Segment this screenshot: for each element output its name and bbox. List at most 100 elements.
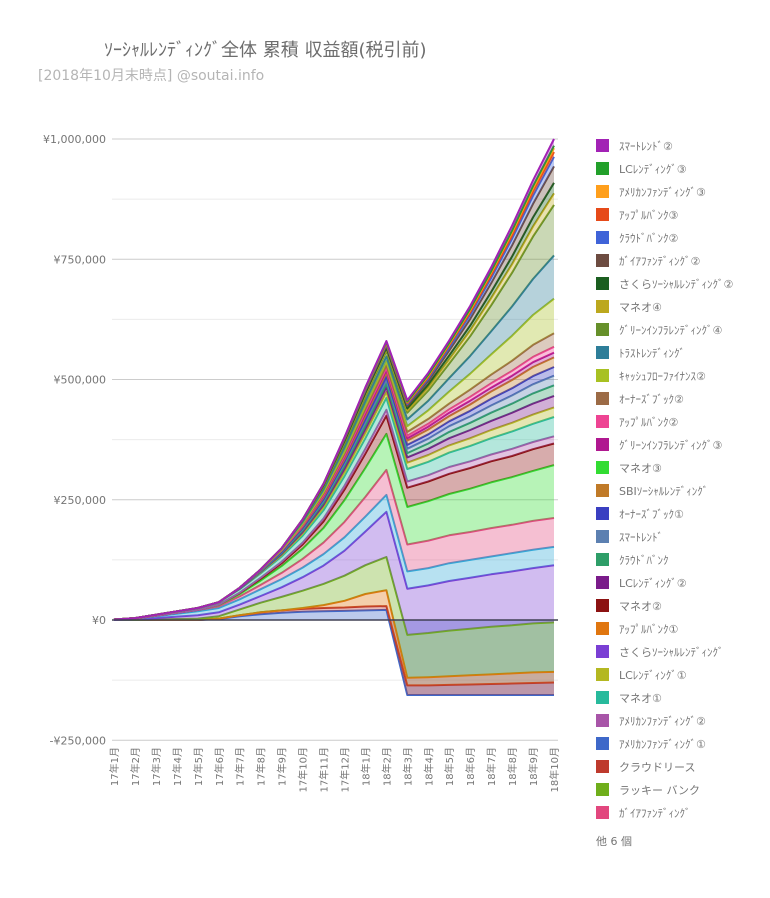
legend-item-label: ｷｬｯｼｭﾌﾛｰﾌｧｲﾅﾝｽ② xyxy=(619,369,706,383)
legend-item: ｸﾗｳﾄﾞﾊﾞﾝｸ xyxy=(596,553,733,567)
legend-item-label: マネオ② xyxy=(619,599,662,613)
legend-color-swatch xyxy=(596,231,609,244)
legend-color-swatch xyxy=(596,484,609,497)
legend-item-label: ｸﾞﾘｰﾝｲﾝﾌﾗﾚﾝﾃﾞｨﾝｸﾞ③ xyxy=(619,438,723,452)
area-band[interactable] xyxy=(114,367,554,620)
legend-item: ｱﾒﾘｶﾝﾌｧﾝﾃﾞｨﾝｸﾞ① xyxy=(596,737,733,751)
x-axis-tick-label: 17年12月 xyxy=(339,747,352,792)
area-band[interactable] xyxy=(114,606,554,695)
area-band[interactable] xyxy=(114,590,554,686)
legend-color-swatch xyxy=(596,806,609,819)
legend-item: ｵｰﾅｰｽﾞﾌﾞｯｸ① xyxy=(596,507,733,521)
legend-color-swatch xyxy=(596,691,609,704)
legend-item-label: ｽﾏｰﾄﾚﾝﾄﾞ xyxy=(619,530,663,544)
x-axis-tick-label: 18年1月 xyxy=(359,747,372,786)
legend-color-swatch xyxy=(596,185,609,198)
legend-item: マネオ② xyxy=(596,599,733,613)
series-line[interactable] xyxy=(113,510,555,621)
legend-color-swatch xyxy=(596,300,609,313)
legend-color-swatch xyxy=(596,254,609,267)
legend-item: ｱﾒﾘｶﾝﾌｧﾝﾃﾞｨﾝｸﾞ② xyxy=(596,714,733,728)
legend-item-label: さくらｿｰｼｬﾙﾚﾝﾃﾞｨﾝｸﾞ② xyxy=(619,277,734,291)
legend-color-swatch xyxy=(596,668,609,681)
series-line[interactable] xyxy=(114,556,555,636)
legend-item: LCﾚﾝﾃﾞｨﾝｸﾞ③ xyxy=(596,162,733,176)
legend-color-swatch xyxy=(596,530,609,543)
legend-item: ｷｬｯｼｭﾌﾛｰﾌｧｲﾅﾝｽ② xyxy=(596,369,733,383)
legend-item: LCﾚﾝﾃﾞｨﾝｸﾞ② xyxy=(596,576,733,590)
area-band[interactable] xyxy=(114,357,554,620)
legend-color-swatch xyxy=(596,599,609,612)
area-band[interactable] xyxy=(114,375,554,620)
legend-color-swatch xyxy=(596,760,609,773)
legend-item-label: さくらｿｰｼｬﾙﾚﾝﾃﾞｨﾝｸﾞ xyxy=(619,645,724,659)
legend-item: LCﾚﾝﾃﾞｨﾝｸﾞ① xyxy=(596,668,733,682)
legend-item: ｱｯﾌﾟﾙﾊﾞﾝｸ③ xyxy=(596,208,733,222)
legend-color-swatch xyxy=(596,438,609,451)
area-band[interactable] xyxy=(114,383,554,620)
area-band[interactable] xyxy=(114,433,554,620)
x-axis-tick-label: 18年5月 xyxy=(443,747,456,786)
legend-item: ｸﾞﾘｰﾝｲﾝﾌﾗﾚﾝﾃﾞｨﾝｸﾞ③ xyxy=(596,438,733,452)
legend-color-swatch xyxy=(596,783,609,796)
area-band[interactable] xyxy=(114,494,554,620)
legend-item: クラウドリース xyxy=(596,760,733,774)
legend-item-label: ｸﾗｳﾄﾞﾊﾞﾝｸ② xyxy=(619,231,679,245)
x-axis-tick-label: 17年1月 xyxy=(108,747,121,786)
legend-item-label: マネオ① xyxy=(619,691,662,705)
legend-item-label: ｵｰﾅｰｽﾞﾌﾞｯｸ① xyxy=(619,507,684,521)
legend-item: ｸﾞﾘｰﾝｲﾝﾌﾗﾚﾝﾃﾞｨﾝｸﾞ④ xyxy=(596,323,733,337)
legend-item: ｱﾒﾘｶﾝﾌｧﾝﾃﾞｨﾝｸﾞ③ xyxy=(596,185,733,199)
legend-item: ｽﾏｰﾄﾚﾝﾄﾞ xyxy=(596,530,733,544)
area-band[interactable] xyxy=(114,387,554,620)
legend-item-label: ｽﾏｰﾄﾚﾝﾄﾞ② xyxy=(619,139,673,153)
legend-item-label: ｱﾒﾘｶﾝﾌｧﾝﾃﾞｨﾝｸﾞ③ xyxy=(619,185,706,199)
legend-item-label: LCﾚﾝﾃﾞｨﾝｸﾞ② xyxy=(619,576,687,590)
x-axis-tick-label: 18年6月 xyxy=(464,747,477,786)
legend-item-label: ｸﾞﾘｰﾝｲﾝﾌﾗﾚﾝﾃﾞｨﾝｸﾞ④ xyxy=(619,323,723,337)
legend-item-label: ｵｰﾅｰｽﾞﾌﾞｯｸ② xyxy=(619,392,684,406)
x-axis-tick-label: 17年6月 xyxy=(213,747,226,786)
legend-color-swatch xyxy=(596,507,609,520)
x-axis-tick-label: 18年8月 xyxy=(506,747,519,786)
legend-item-label: ｱｯﾌﾟﾙﾊﾞﾝｸ③ xyxy=(619,208,679,222)
x-axis-tick-label: 17年4月 xyxy=(171,747,184,786)
area-band[interactable] xyxy=(114,346,554,620)
area-band[interactable] xyxy=(114,352,554,620)
y-axis-tick-label: ¥750,000 xyxy=(54,253,107,266)
x-axis-tick-label: 18年10月 xyxy=(548,747,561,792)
legend-item: さくらｿｰｼｬﾙﾚﾝﾃﾞｨﾝｸﾞ② xyxy=(596,277,734,291)
x-axis-tick-label: 17年3月 xyxy=(150,747,163,786)
legend-color-swatch xyxy=(596,737,609,750)
area-band[interactable] xyxy=(114,469,554,620)
legend-item: ｱｯﾌﾟﾙﾊﾞﾝｸ② xyxy=(596,415,733,429)
legend-item-label: ｱﾒﾘｶﾝﾌｧﾝﾃﾞｨﾝｸﾞ① xyxy=(619,737,706,751)
legend-color-swatch xyxy=(596,415,609,428)
legend-item: マネオ① xyxy=(596,691,733,705)
legend-item-label: クラウドリース xyxy=(619,760,696,774)
x-axis-tick-label: 18年3月 xyxy=(401,747,414,786)
legend-item: ﾄﾗｽﾄﾚﾝﾃﾞｨﾝｸﾞ xyxy=(596,346,733,360)
legend-item-label: ﾄﾗｽﾄﾚﾝﾃﾞｨﾝｸﾞ xyxy=(619,346,685,360)
legend-color-swatch xyxy=(596,714,609,727)
legend-item-label: LCﾚﾝﾃﾞｨﾝｸﾞ③ xyxy=(619,162,687,176)
legend-color-swatch xyxy=(596,553,609,566)
legend-item: ｱｯﾌﾟﾙﾊﾞﾝｸ① xyxy=(596,622,733,636)
series-line[interactable] xyxy=(113,493,555,621)
x-axis-tick-label: 17年2月 xyxy=(129,747,142,786)
legend-item-label: ｶﾞｲｱﾌｧﾝﾃﾞｨﾝｸﾞ xyxy=(619,806,691,820)
legend-item: ｽﾏｰﾄﾚﾝﾄﾞ② xyxy=(596,139,733,153)
legend-color-swatch xyxy=(596,346,609,359)
area-band[interactable] xyxy=(114,511,554,635)
y-axis-tick-label: ¥1,000,000 xyxy=(43,133,106,146)
area-band[interactable] xyxy=(114,557,554,678)
x-axis-tick-label: 17年11月 xyxy=(318,747,331,792)
legend-color-swatch xyxy=(596,139,609,152)
series-line[interactable] xyxy=(113,138,555,621)
series-line[interactable] xyxy=(113,408,555,621)
legend-color-swatch xyxy=(596,369,609,382)
legend-item-label: SBIｿｰｼｬﾙﾚﾝﾃﾞｨﾝｸﾞ xyxy=(619,484,709,498)
legend-color-swatch xyxy=(596,208,609,221)
